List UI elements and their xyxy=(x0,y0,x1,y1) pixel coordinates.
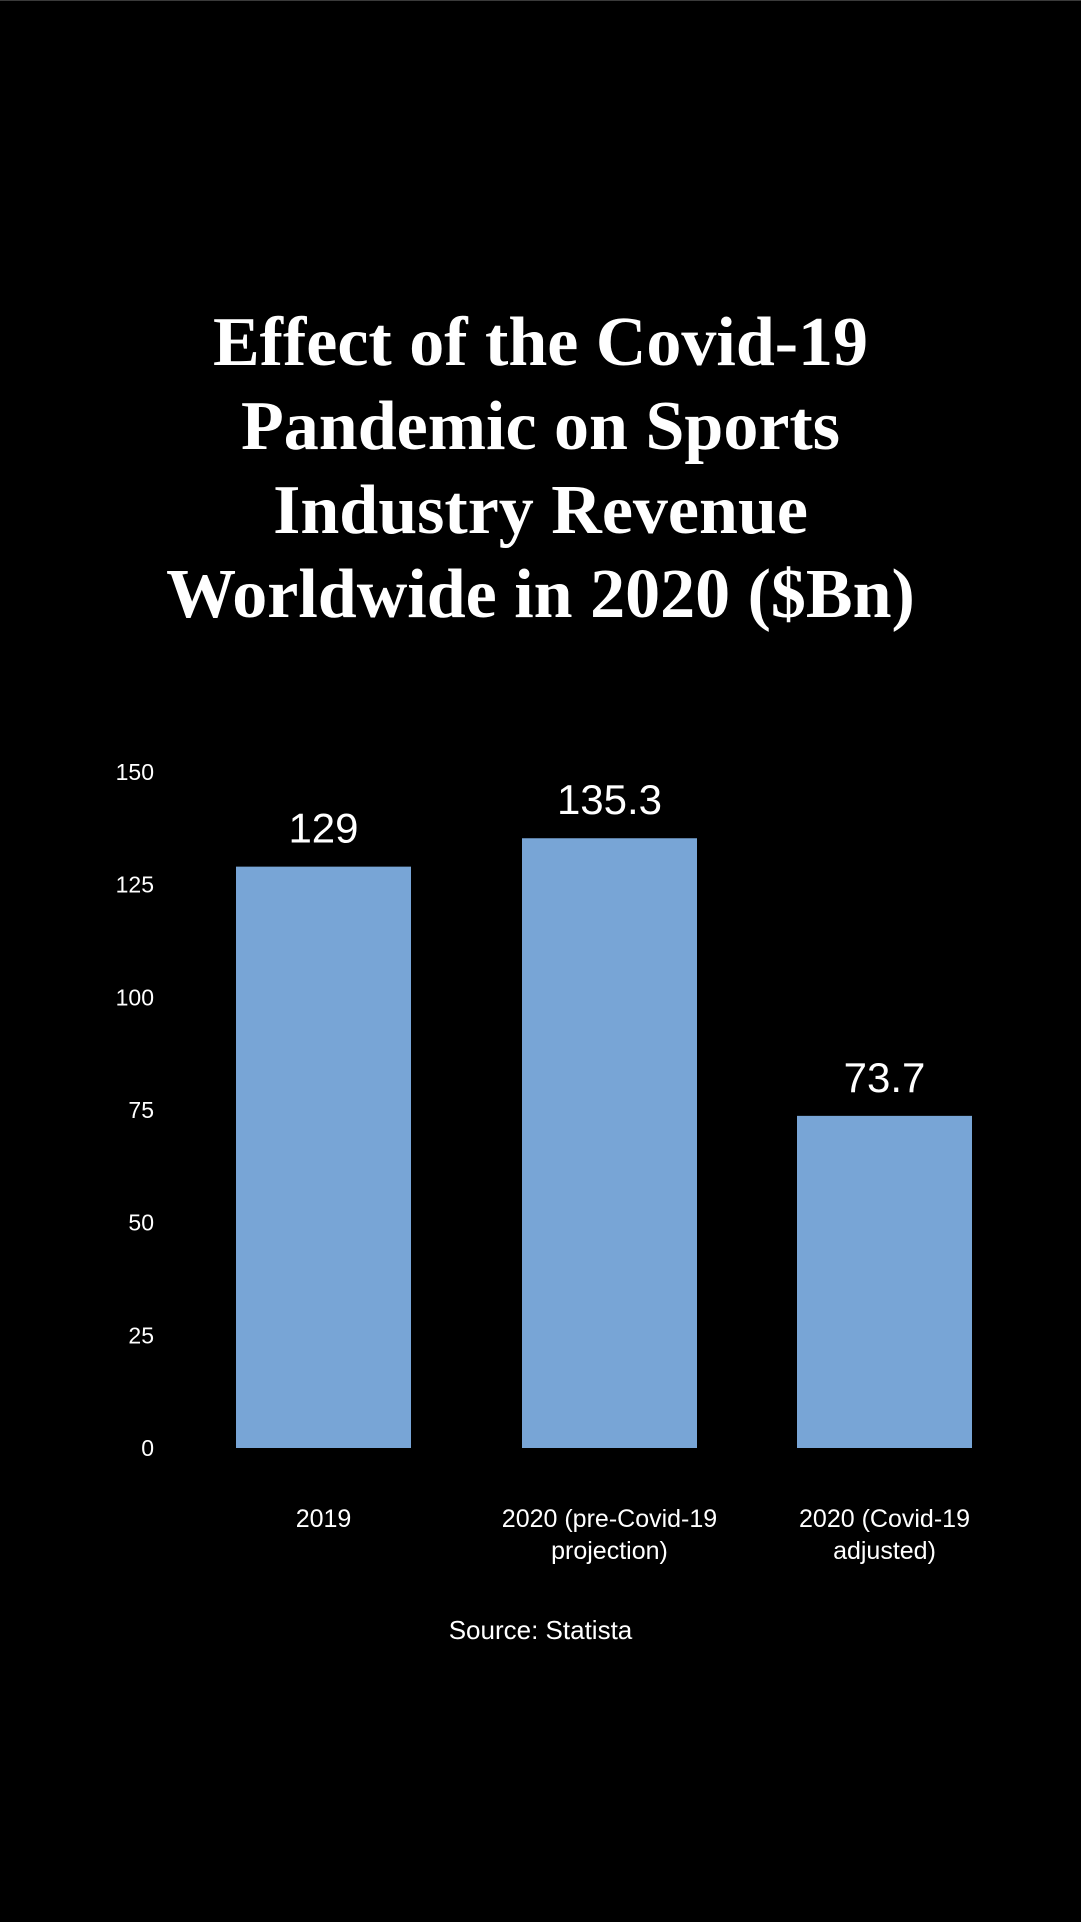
bar xyxy=(522,838,697,1448)
chart-title: Effect of the Covid-19 Pandemic on Sport… xyxy=(0,301,1081,637)
y-tick-label: 25 xyxy=(128,1322,154,1348)
x-tick-label: adjusted) xyxy=(833,1537,936,1565)
source-note: Source: Statista xyxy=(448,1615,633,1645)
data-label: 129 xyxy=(288,805,358,852)
data-label: 73.7 xyxy=(844,1054,926,1101)
title-line: Pandemic on Sports xyxy=(241,388,840,465)
x-tick-label: 2019 xyxy=(296,1505,352,1533)
title-line: Worldwide in 2020 ($Bn) xyxy=(166,556,915,633)
y-tick-label: 0 xyxy=(141,1435,154,1461)
x-tick-label: 2020 (pre-Covid-19 xyxy=(502,1505,717,1533)
x-tick-label: projection) xyxy=(551,1537,668,1565)
y-tick-label: 100 xyxy=(116,984,154,1010)
y-tick-label: 50 xyxy=(128,1210,154,1236)
y-tick-label: 150 xyxy=(116,759,154,785)
title-line: Industry Revenue xyxy=(273,472,808,549)
y-tick-label: 75 xyxy=(128,1097,154,1123)
bar xyxy=(797,1115,972,1448)
title-line: Effect of the Covid-19 xyxy=(212,304,869,381)
data-label: 135.3 xyxy=(557,776,662,823)
x-tick-label: 2020 (Covid-19 xyxy=(799,1505,970,1533)
y-tick-label: 125 xyxy=(116,872,154,898)
bar xyxy=(236,866,411,1448)
